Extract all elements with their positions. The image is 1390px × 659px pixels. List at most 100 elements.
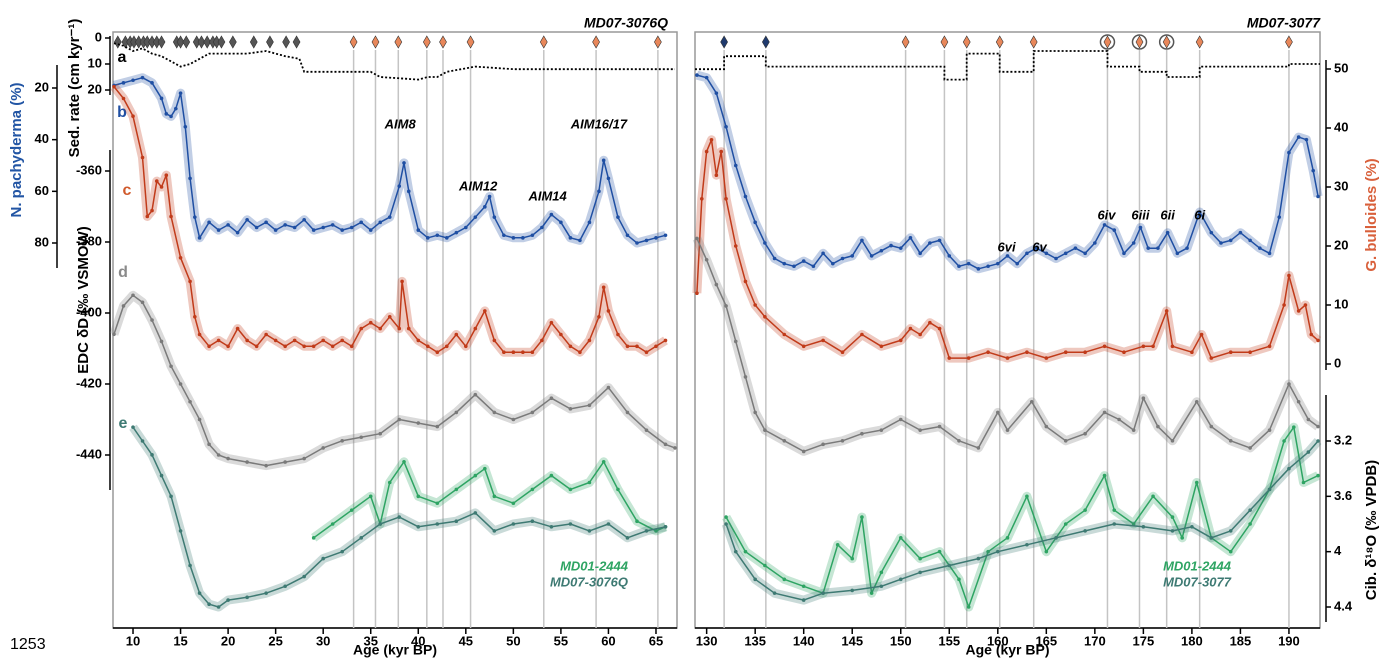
data-point — [1054, 256, 1058, 261]
data-point — [673, 446, 677, 450]
data-point — [1005, 254, 1010, 258]
data-point — [635, 241, 639, 245]
x-tick-label: 145 — [841, 633, 863, 648]
data-point — [359, 220, 364, 225]
tie-point — [266, 35, 274, 49]
data-point — [1197, 210, 1202, 214]
data-point — [714, 91, 719, 95]
data-point — [772, 256, 777, 261]
data-point — [302, 574, 306, 579]
data-point — [1306, 417, 1311, 422]
data-point — [1316, 338, 1320, 343]
y-tick-label: -440 — [76, 446, 102, 461]
data-point — [1190, 524, 1194, 529]
data-point — [663, 233, 668, 238]
annotation: AIM8 — [384, 116, 417, 131]
data-point — [719, 149, 724, 154]
data-point — [1025, 494, 1029, 499]
data-point — [995, 549, 1000, 554]
data-point — [1112, 228, 1117, 232]
annotation: AIM12 — [458, 179, 498, 194]
data-point — [454, 410, 459, 415]
data-point — [159, 473, 164, 478]
data-point — [273, 338, 278, 343]
data-point — [957, 264, 961, 269]
data-point — [349, 508, 354, 512]
y-tick-label: 0 — [1334, 355, 1341, 370]
data-point — [121, 96, 126, 101]
data-point — [1248, 238, 1252, 243]
data-point — [860, 515, 864, 519]
data-point — [178, 382, 183, 386]
data-point — [1316, 439, 1320, 443]
data-point — [1156, 246, 1160, 250]
data-point — [216, 228, 221, 232]
data-point — [197, 591, 202, 595]
data-point — [340, 549, 345, 554]
data-point — [283, 344, 287, 349]
data-point — [753, 220, 757, 225]
data-point — [937, 326, 942, 331]
data-point — [606, 385, 611, 390]
data-point — [397, 326, 402, 331]
data-point — [321, 446, 325, 450]
data-point — [169, 494, 173, 499]
tie-point — [1103, 35, 1112, 49]
data-point — [601, 158, 606, 163]
data-point — [349, 344, 354, 349]
data-point — [1151, 494, 1155, 499]
data-point — [235, 326, 240, 331]
data-point — [150, 81, 154, 85]
data-point — [597, 189, 601, 194]
data-point — [908, 236, 913, 240]
data-point — [1015, 261, 1020, 266]
data-point — [937, 424, 942, 429]
data-point — [1102, 223, 1107, 227]
data-point — [1287, 273, 1291, 278]
data-point — [483, 309, 487, 313]
data-point — [530, 519, 535, 524]
data-point — [918, 428, 922, 432]
data-point — [359, 326, 364, 331]
tie-point — [229, 35, 237, 49]
tie-point — [282, 35, 290, 49]
data-point — [1303, 303, 1308, 307]
data-point — [549, 473, 554, 478]
data-point — [454, 332, 459, 337]
data-point — [616, 332, 620, 337]
data-point — [772, 591, 777, 595]
data-point — [454, 519, 459, 524]
y-tick-label: 40 — [1334, 119, 1348, 134]
data-point — [714, 282, 719, 287]
data-point — [1029, 399, 1034, 404]
tie-point — [292, 35, 301, 49]
data-point — [112, 332, 116, 337]
data-point — [879, 248, 884, 253]
data-point — [724, 124, 728, 129]
data-point — [986, 549, 990, 554]
y-tick-label: 80 — [35, 234, 49, 249]
data-point — [1131, 428, 1136, 432]
data-point — [597, 315, 601, 319]
data-point — [254, 344, 259, 349]
data-point — [473, 215, 478, 219]
data-point — [1209, 356, 1214, 360]
data-point — [1180, 536, 1184, 540]
data-point — [283, 460, 287, 464]
data-point — [1025, 350, 1029, 355]
data-point — [1301, 480, 1306, 485]
data-point — [879, 584, 884, 589]
data-point — [140, 75, 145, 80]
annotation: 6vi — [997, 240, 1015, 255]
tie-point — [995, 35, 1004, 49]
x-tick-label: 60 — [601, 633, 615, 648]
data-point — [483, 205, 487, 209]
data-point — [359, 536, 364, 540]
data-point — [957, 439, 961, 443]
data-point — [860, 238, 864, 243]
data-point — [502, 350, 506, 355]
legend-label: MD01-2444 — [560, 558, 629, 573]
data-point — [601, 285, 606, 290]
data-point — [435, 522, 440, 526]
data-point — [292, 338, 297, 343]
